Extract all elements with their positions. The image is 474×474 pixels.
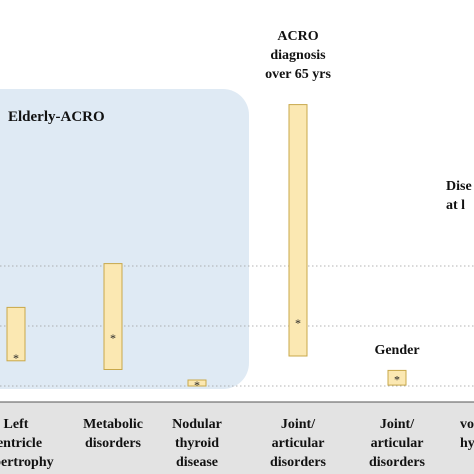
category-label-3-line-0: Joint/ — [281, 417, 316, 432]
range-bar-3 — [288, 104, 308, 357]
category-label-3-line-1: articular — [272, 436, 325, 451]
category-label-2-line-1: thyroid — [175, 436, 219, 451]
category-label-5: vo hyp — [460, 417, 474, 451]
point-marker-3: * — [295, 316, 301, 330]
group-region-0 — [0, 89, 249, 389]
annotation-0-line-2: over 65 yrs — [265, 67, 331, 82]
category-label-1: Metabolic disorders — [83, 417, 143, 451]
range-bar-1 — [103, 263, 123, 371]
annotation-1: Gender — [374, 343, 419, 358]
point-marker-2: * — [194, 378, 200, 392]
category-label-0-line-1: ventricle — [0, 436, 42, 451]
range-bar-2 — [187, 379, 207, 387]
category-axis-band — [0, 402, 474, 474]
annotation-0-line-1: diagnosis — [270, 48, 326, 63]
group-label-0: Elderly-ACRO — [8, 109, 105, 125]
range-bar-4 — [387, 369, 407, 386]
category-label-5-line-1: hyp — [460, 436, 474, 451]
category-label-4: Joint/articular disorders — [369, 417, 426, 470]
point-marker-1: * — [110, 331, 116, 345]
point-marker-0: * — [13, 351, 19, 365]
category-label-4-line-2: disorders — [369, 455, 426, 470]
category-label-4-line-1: articular — [371, 436, 424, 451]
reference-lines — [0, 265, 474, 387]
category-label-5-line-0: vo — [460, 417, 474, 432]
category-label-1-line-0: Metabolic — [83, 417, 143, 432]
category-label-3-line-2: disorders — [270, 455, 327, 470]
annotation-0-line-0: ACRO — [277, 29, 318, 44]
annotation-2-line-1: at l — [446, 198, 465, 213]
annotation-1-line-0: Gender — [374, 343, 419, 358]
category-label-2: Nodular thyroid disease — [172, 417, 222, 470]
category-label-0-line-0: Left — [4, 417, 29, 432]
bars: * * * * * — [6, 104, 407, 392]
category-label-1-line-1: disorders — [85, 436, 142, 451]
category-label-0-line-2: hypertrophy — [0, 455, 54, 470]
group-regions: Elderly-ACRO — [0, 89, 249, 389]
category-label-4-line-0: Joint/ — [380, 417, 415, 432]
annotation-2-line-0: Dise — [446, 179, 472, 194]
annotations: ACRO diagnosis over 65 yrs Gender Dise at l — [265, 29, 472, 358]
category-label-2-line-0: Nodular — [172, 417, 222, 432]
category-label-3: Joint/articular disorders — [270, 417, 327, 470]
category-label-0: Left ventricle hypertrophy — [0, 417, 54, 470]
range-bar-0 — [6, 306, 26, 362]
annotation-2: Dise at l — [446, 179, 472, 213]
point-marker-4: * — [394, 373, 400, 387]
category-label-2-line-2: disease — [176, 455, 218, 470]
annotation-0: ACRO diagnosis over 65 yrs — [265, 29, 331, 82]
category-labels: Left ventricle hypertrophy Metabolic disorde… — [0, 417, 474, 470]
